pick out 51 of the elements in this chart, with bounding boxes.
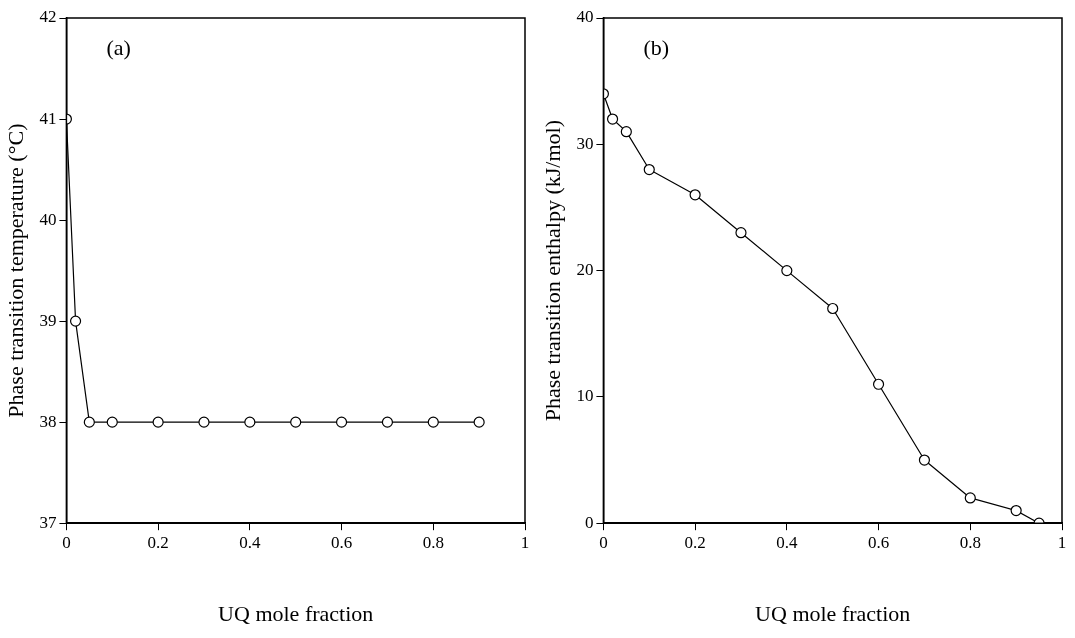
x-tick-label: 0.6 <box>867 532 890 552</box>
point <box>83 416 95 428</box>
x-tick-label: 0.8 <box>959 532 981 552</box>
y-tick-label: 39 <box>39 310 57 330</box>
point <box>918 454 931 466</box>
y-axis-title: Phase transition temperature (°C) <box>2 123 28 418</box>
point <box>689 189 701 201</box>
point <box>427 416 439 428</box>
point <box>872 378 885 390</box>
point <box>1010 504 1022 517</box>
y-tick-label: 38 <box>39 411 57 431</box>
point <box>606 113 619 125</box>
x-tick-label: 1 <box>1057 532 1067 552</box>
y-tick-label: 0 <box>584 512 594 532</box>
x-axis-title: UQ mole fraction <box>218 600 374 626</box>
point <box>152 416 164 428</box>
x-tick-label: 0.2 <box>147 532 169 552</box>
point <box>643 163 655 176</box>
x-tick-label: 0.6 <box>330 532 353 552</box>
y-tick-label: 10 <box>576 386 594 406</box>
x-tick-label: 0.4 <box>776 532 798 552</box>
x-tick-label: 0.2 <box>684 532 706 552</box>
y-tick-label: 30 <box>576 133 594 153</box>
point <box>244 416 256 428</box>
point <box>290 416 302 428</box>
point <box>69 315 82 327</box>
y-tick-label: 37 <box>39 512 57 532</box>
y-tick-label: 40 <box>39 209 57 229</box>
point <box>381 416 394 428</box>
point <box>198 416 210 428</box>
x-tick-label: 0 <box>62 532 71 552</box>
point <box>106 416 118 428</box>
y-axis-title: Phase transition enthalpy (kJ/mol) <box>539 119 565 422</box>
point <box>620 126 632 138</box>
x-axis-title: UQ mole fraction <box>755 600 911 626</box>
point <box>827 302 839 315</box>
annotation: (b) <box>643 34 670 60</box>
x-tick-label: 0.8 <box>422 532 444 552</box>
point <box>735 227 747 239</box>
y-tick-label: 20 <box>576 260 594 280</box>
x-tick-label: 0.4 <box>239 532 261 552</box>
y-tick-label: 42 <box>39 7 57 27</box>
point <box>781 265 793 277</box>
annotation: (a) <box>106 34 131 60</box>
point <box>473 416 485 428</box>
x-tick-label: 0 <box>599 532 608 552</box>
point <box>964 492 976 504</box>
y-tick-label: 41 <box>39 108 57 128</box>
x-tick-label: 1 <box>520 532 530 552</box>
y-tick-label: 40 <box>576 7 594 27</box>
point <box>335 416 348 428</box>
